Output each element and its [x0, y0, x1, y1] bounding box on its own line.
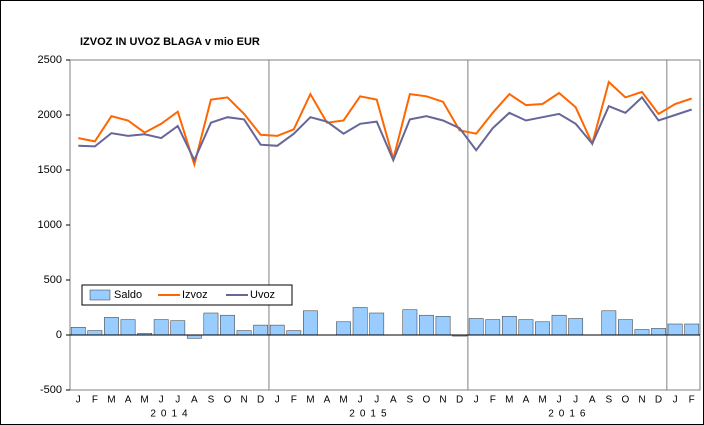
x-tick-label: N [439, 395, 446, 406]
x-tick-label: F [689, 395, 695, 406]
x-tick-label: J [557, 395, 562, 406]
x-tick-label: J [159, 395, 164, 406]
x-tick-label: A [191, 395, 198, 406]
x-tick-label: D [456, 395, 463, 406]
x-tick-label: S [208, 395, 215, 406]
x-tick-label: M [505, 395, 513, 406]
y-tick-label: 0 [56, 329, 62, 341]
x-tick-label: D [257, 395, 264, 406]
bar [253, 324, 269, 336]
bar [568, 318, 584, 336]
bar [634, 329, 650, 336]
bar [618, 319, 633, 336]
bar [684, 323, 700, 336]
x-tick-label: M [107, 395, 115, 406]
x-tick-label: J [358, 395, 363, 406]
bar [435, 316, 451, 336]
y-tick-label: 500 [44, 274, 62, 286]
bar [269, 324, 285, 336]
bar [286, 330, 302, 336]
x-tick-label: M [339, 395, 347, 406]
bar [518, 319, 534, 336]
x-tick-label: A [125, 395, 132, 406]
bar [651, 328, 666, 336]
bar [601, 310, 617, 336]
bar [170, 320, 186, 336]
x-tick-label: O [224, 395, 232, 406]
x-tick-label: J [275, 395, 280, 406]
bar [551, 314, 567, 336]
x-tick-label: J [76, 395, 81, 406]
x-tick-label: F [291, 395, 297, 406]
x-tick-label: A [523, 395, 530, 406]
bar [303, 310, 318, 336]
y-tick-label: 1000 [38, 219, 62, 231]
x-tick-label: J [175, 395, 180, 406]
year-label: 2015 [349, 409, 391, 420]
x-tick-label: J [673, 395, 678, 406]
bar [87, 330, 103, 336]
x-tick-label: A [390, 395, 397, 406]
year-label: 2014 [150, 409, 192, 420]
bar [104, 317, 119, 336]
bar [468, 318, 484, 336]
bar [70, 327, 86, 336]
legend-swatch [89, 289, 111, 301]
bar [352, 307, 368, 336]
line [78, 80, 693, 169]
x-tick-label: N [638, 395, 645, 406]
bar [501, 316, 517, 336]
bar [535, 321, 550, 336]
x-tick-label: M [306, 395, 314, 406]
line [78, 95, 693, 163]
x-tick-label: A [324, 395, 331, 406]
legend [81, 284, 293, 306]
y-tick-label: 1500 [38, 164, 62, 176]
bar [485, 319, 501, 336]
bar [220, 314, 235, 336]
x-tick-label: O [622, 395, 630, 406]
legend-label: Izvoz [182, 289, 208, 301]
x-tick-label: N [240, 395, 247, 406]
y-tick-label: 2000 [38, 109, 62, 121]
x-tick-label: J [374, 395, 379, 406]
x-tick-label: O [423, 395, 431, 406]
bar [402, 309, 418, 336]
bar [120, 319, 136, 336]
x-tick-label: F [490, 395, 496, 406]
y-tick-label: -500 [40, 384, 62, 396]
x-tick-label: S [605, 395, 612, 406]
bar [336, 321, 351, 336]
x-tick-label: A [589, 395, 596, 406]
bar [236, 330, 252, 336]
bar [369, 312, 385, 336]
x-tick-label: F [92, 395, 98, 406]
y-tick-label: 2500 [38, 54, 62, 66]
x-tick-label: S [407, 395, 414, 406]
x-tick-label: M [538, 395, 546, 406]
x-tick-label: D [655, 395, 662, 406]
bar [667, 323, 683, 336]
chart-title: IZVOZ IN UVOZ BLAGA v mio EUR [80, 36, 260, 48]
bar [419, 314, 434, 336]
legend-label: Uvoz [250, 289, 275, 301]
x-tick-label: J [474, 395, 479, 406]
legend-label: Saldo [114, 289, 142, 301]
x-tick-label: M [140, 395, 148, 406]
year-label: 2016 [548, 409, 590, 420]
x-tick-label: J [573, 395, 578, 406]
bar [153, 319, 169, 336]
bar [203, 312, 219, 336]
